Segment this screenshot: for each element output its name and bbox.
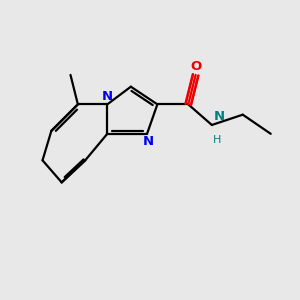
Text: H: H [213,135,222,145]
Text: N: N [213,110,224,124]
Text: N: N [102,90,113,103]
Text: O: O [190,60,201,73]
Text: N: N [143,135,154,148]
